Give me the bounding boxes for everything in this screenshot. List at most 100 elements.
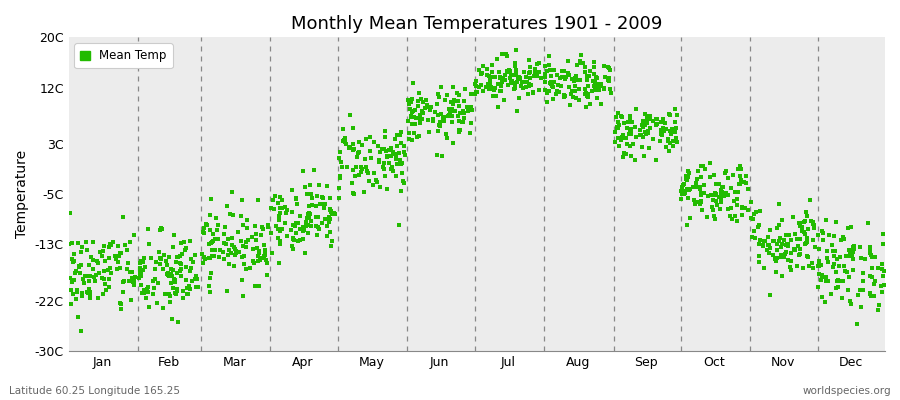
Point: [486, 93, 500, 100]
Point: [111, 258, 125, 265]
Point: [343, 112, 357, 118]
Point: [445, 99, 459, 106]
Point: [514, 83, 528, 89]
Point: [828, 269, 842, 275]
Point: [406, 107, 420, 114]
Point: [819, 277, 833, 284]
Point: [831, 284, 845, 290]
Point: [530, 61, 544, 68]
Point: [220, 236, 235, 242]
Point: [380, 153, 394, 160]
Point: [128, 274, 142, 280]
Point: [680, 168, 695, 174]
Point: [633, 132, 647, 138]
Point: [317, 204, 331, 211]
Point: [186, 259, 201, 266]
Point: [166, 285, 180, 292]
Point: [638, 122, 652, 128]
Point: [752, 252, 767, 259]
Point: [743, 215, 758, 221]
Point: [695, 207, 709, 213]
Point: [508, 72, 522, 78]
Point: [733, 163, 747, 169]
Point: [610, 124, 625, 130]
Point: [413, 120, 428, 126]
Point: [756, 242, 770, 249]
Point: [127, 232, 141, 238]
Point: [663, 131, 678, 137]
Point: [229, 248, 243, 254]
Point: [176, 288, 190, 294]
Point: [94, 275, 109, 281]
Point: [498, 77, 512, 84]
Point: [338, 134, 352, 141]
Point: [168, 290, 183, 296]
Point: [681, 186, 696, 193]
Point: [234, 212, 248, 219]
Point: [168, 259, 183, 265]
Point: [862, 273, 877, 279]
Point: [304, 218, 319, 224]
Point: [537, 87, 552, 94]
Point: [125, 275, 140, 282]
Point: [814, 276, 828, 283]
Point: [578, 69, 592, 75]
Point: [402, 98, 417, 105]
Point: [323, 229, 338, 236]
Point: [202, 255, 217, 261]
Point: [491, 104, 506, 110]
Point: [612, 142, 626, 149]
Point: [709, 191, 724, 198]
Point: [541, 62, 555, 68]
Point: [413, 116, 428, 122]
Point: [500, 68, 514, 74]
Point: [154, 254, 168, 261]
Point: [689, 176, 704, 182]
Point: [760, 247, 775, 253]
Point: [636, 152, 651, 159]
Point: [67, 251, 81, 257]
Point: [730, 202, 744, 208]
Point: [371, 143, 385, 150]
Point: [589, 84, 603, 90]
Point: [181, 290, 195, 297]
Point: [598, 74, 612, 80]
Point: [497, 96, 511, 103]
Point: [154, 256, 168, 262]
Point: [800, 234, 814, 241]
Point: [654, 130, 669, 137]
Point: [739, 173, 753, 179]
Point: [171, 319, 185, 326]
Point: [624, 131, 638, 137]
Point: [483, 74, 498, 80]
Point: [323, 195, 338, 202]
Point: [373, 149, 387, 155]
Point: [464, 107, 479, 113]
Point: [320, 233, 335, 239]
Point: [171, 254, 185, 260]
Point: [798, 208, 813, 215]
Point: [328, 211, 343, 217]
Point: [293, 225, 308, 232]
Point: [144, 255, 158, 262]
Point: [680, 185, 695, 192]
Point: [557, 94, 572, 100]
Point: [662, 136, 676, 142]
Point: [361, 170, 375, 176]
Point: [730, 196, 744, 202]
Point: [273, 228, 287, 234]
Point: [493, 83, 508, 89]
Point: [364, 154, 378, 161]
Point: [489, 74, 503, 80]
Point: [312, 225, 327, 232]
Point: [323, 207, 338, 213]
Point: [113, 250, 128, 256]
Point: [175, 251, 189, 258]
Point: [161, 291, 176, 298]
Point: [821, 278, 835, 284]
Point: [103, 265, 117, 271]
Point: [297, 227, 311, 233]
Point: [612, 122, 626, 128]
Point: [783, 264, 797, 270]
Point: [864, 252, 878, 258]
